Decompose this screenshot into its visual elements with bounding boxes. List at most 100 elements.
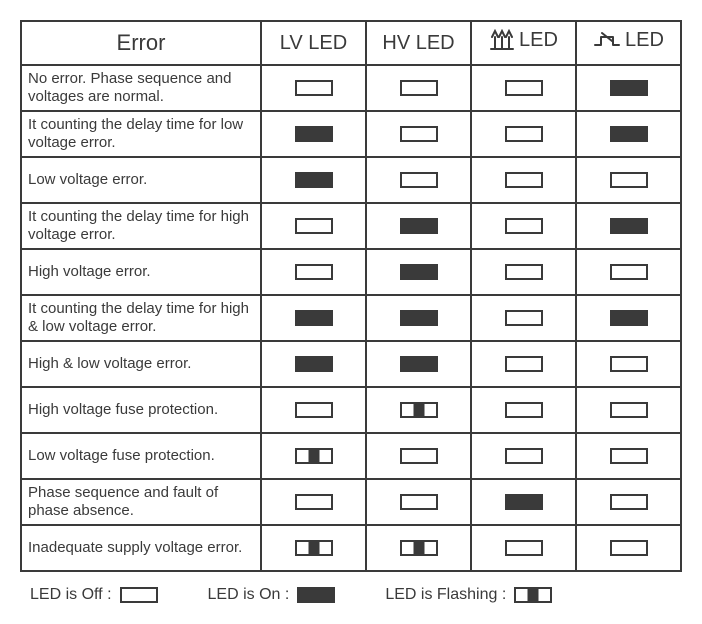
led-cell	[261, 249, 366, 295]
led-cell	[366, 387, 471, 433]
led-indicator-icon	[295, 448, 333, 464]
led-indicator-icon	[610, 540, 648, 556]
header-relay-led: LED	[576, 21, 681, 65]
led-cell	[366, 203, 471, 249]
led-cell	[366, 479, 471, 525]
led-box-off-icon	[120, 587, 158, 603]
led-cell	[576, 203, 681, 249]
error-description: High voltage fuse protection.	[21, 387, 261, 433]
led-indicator-icon	[505, 540, 543, 556]
error-description: It counting the delay time for high & lo…	[21, 295, 261, 341]
led-indicator-icon	[295, 402, 333, 418]
phase-symbol-icon	[489, 29, 515, 51]
led-cell	[576, 111, 681, 157]
led-cell	[576, 525, 681, 571]
led-indicator-icon	[505, 172, 543, 188]
led-cell	[261, 525, 366, 571]
error-description: Inadequate supply voltage error.	[21, 525, 261, 571]
led-indicator-icon	[610, 126, 648, 142]
led-indicator-icon	[610, 310, 648, 326]
table-row: It counting the delay time for low volta…	[21, 111, 681, 157]
table-row: Inadequate supply voltage error.	[21, 525, 681, 571]
table-row: Phase sequence and fault of phase absenc…	[21, 479, 681, 525]
led-indicator-icon	[610, 218, 648, 234]
led-cell	[366, 525, 471, 571]
led-indicator-icon	[610, 172, 648, 188]
led-cell	[576, 295, 681, 341]
led-cell	[261, 341, 366, 387]
led-indicator-icon	[295, 80, 333, 96]
header-phase-led: LED	[471, 21, 576, 65]
led-indicator-icon	[400, 218, 438, 234]
led-indicator-icon	[295, 172, 333, 188]
led-indicator-icon	[400, 310, 438, 326]
led-cell	[261, 111, 366, 157]
led-indicator-icon	[295, 356, 333, 372]
led-cell	[261, 479, 366, 525]
header-error: Error	[21, 21, 261, 65]
led-indicator-icon	[505, 448, 543, 464]
error-description: High & low voltage error.	[21, 341, 261, 387]
led-cell	[576, 479, 681, 525]
led-indicator-icon	[295, 264, 333, 280]
led-indicator-icon	[295, 126, 333, 142]
led-cell	[471, 525, 576, 571]
led-indicator-icon	[610, 402, 648, 418]
led-indicator-icon	[610, 356, 648, 372]
header-hv-led: HV LED	[366, 21, 471, 65]
legend-flash-label: LED is Flashing :	[385, 586, 506, 604]
table-row: Low voltage error.	[21, 157, 681, 203]
led-indicator-icon	[400, 172, 438, 188]
legend: LED is Off : LED is On : LED is Flashing…	[20, 586, 682, 604]
led-cell	[471, 203, 576, 249]
led-indicator-icon	[400, 540, 438, 556]
led-cell	[471, 249, 576, 295]
led-cell	[366, 295, 471, 341]
table-row: It counting the delay time for high volt…	[21, 203, 681, 249]
led-indicator-icon	[400, 494, 438, 510]
led-indicator-icon	[400, 402, 438, 418]
led-cell	[576, 341, 681, 387]
led-indicator-icon	[400, 448, 438, 464]
table-row: No error. Phase sequence and voltages ar…	[21, 65, 681, 111]
led-indicator-icon	[505, 356, 543, 372]
led-indicator-icon	[610, 448, 648, 464]
led-cell	[366, 433, 471, 479]
error-description: Phase sequence and fault of phase absenc…	[21, 479, 261, 525]
legend-off: LED is Off :	[30, 586, 158, 604]
led-indicator-icon	[295, 540, 333, 556]
table-row: It counting the delay time for high & lo…	[21, 295, 681, 341]
legend-off-label: LED is Off :	[30, 586, 112, 604]
error-description: Low voltage error.	[21, 157, 261, 203]
led-box-flash-icon	[514, 587, 552, 603]
led-indicator-icon	[295, 494, 333, 510]
led-error-table: Error LV LED HV LED	[20, 20, 682, 572]
led-indicator-icon	[505, 264, 543, 280]
led-cell	[471, 157, 576, 203]
relay-symbol-icon	[593, 31, 621, 51]
led-cell	[471, 111, 576, 157]
error-description: It counting the delay time for high volt…	[21, 203, 261, 249]
led-cell	[576, 157, 681, 203]
led-indicator-icon	[400, 80, 438, 96]
led-indicator-icon	[610, 494, 648, 510]
led-cell	[576, 387, 681, 433]
legend-on: LED is On :	[208, 586, 336, 604]
table-header-row: Error LV LED HV LED	[21, 21, 681, 65]
header-lv-led: LV LED	[261, 21, 366, 65]
error-description: Low voltage fuse protection.	[21, 433, 261, 479]
led-cell	[471, 479, 576, 525]
table-row: High voltage error.	[21, 249, 681, 295]
error-description: It counting the delay time for low volta…	[21, 111, 261, 157]
led-cell	[261, 203, 366, 249]
led-indicator-icon	[505, 494, 543, 510]
led-cell	[576, 65, 681, 111]
led-cell	[366, 341, 471, 387]
led-indicator-icon	[400, 264, 438, 280]
led-cell	[261, 387, 366, 433]
led-cell	[576, 249, 681, 295]
led-cell	[366, 249, 471, 295]
legend-on-label: LED is On :	[208, 586, 290, 604]
led-cell	[471, 387, 576, 433]
led-cell	[261, 157, 366, 203]
